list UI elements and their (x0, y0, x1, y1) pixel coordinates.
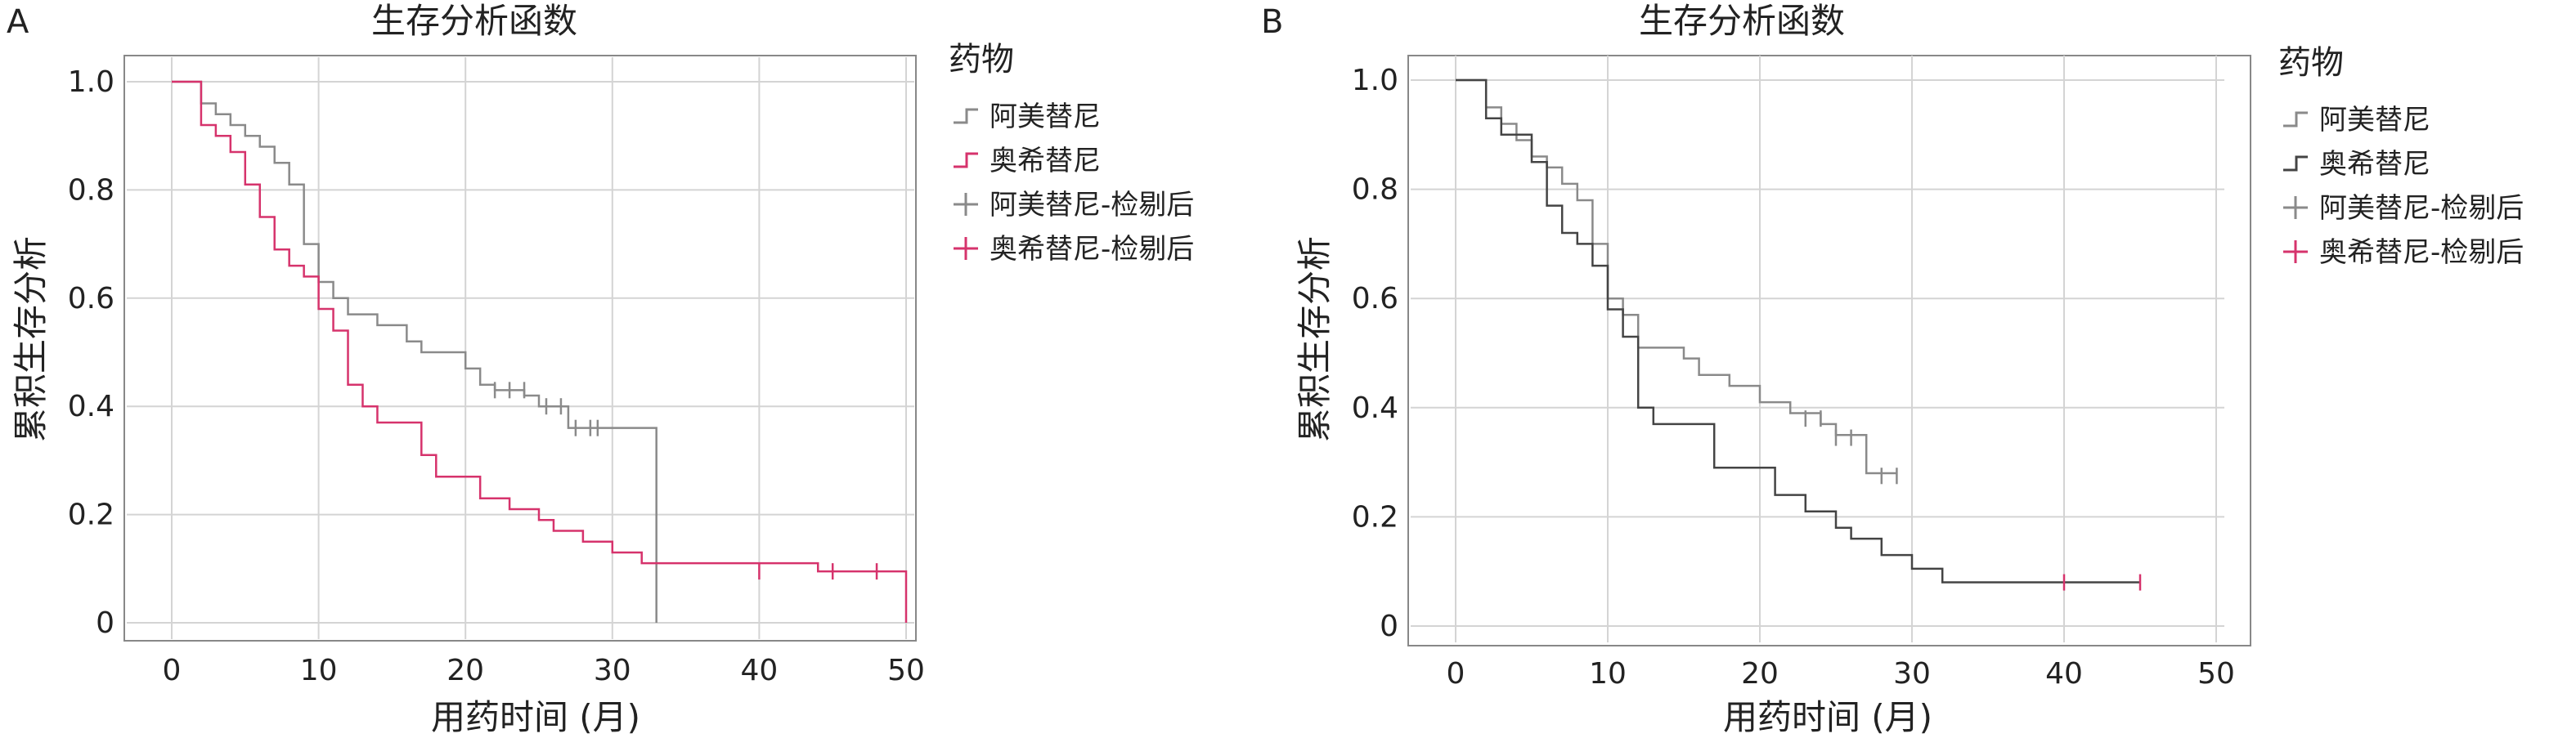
x-tick-label: 40 (740, 654, 778, 687)
y-tick-label: 0.4 (68, 390, 114, 423)
y-tick-label: 1.0 (68, 65, 114, 99)
panel-a-title: 生存分析函数 (371, 1, 577, 41)
y-tick-label: 0.8 (1352, 173, 1398, 207)
survival-curve (1456, 78, 2140, 584)
y-tick-label: 0.4 (1352, 391, 1398, 425)
x-tick-label: 0 (1447, 657, 1465, 691)
y-tick-label: 0.6 (68, 282, 114, 315)
x-tick-label: 20 (447, 654, 484, 687)
panel-b-title: 生存分析函数 (1639, 1, 1845, 41)
panel-a-ticks: 0 10 20 30 40 50 0 0.2 0.4 0.6 0.8 1.0 (68, 65, 925, 687)
panel-b-series (1456, 78, 2142, 591)
panel-b-ticks: 0 10 20 30 40 50 0 0.2 0.4 0.6 0.8 1.0 (1352, 64, 2235, 691)
panel-a-grid (127, 57, 914, 639)
panel-a-ylabel: 累积生存分析 (11, 236, 51, 442)
y-tick-label: 0.2 (68, 499, 114, 532)
x-tick-label: 30 (1893, 657, 1931, 691)
panel-b-ylabel: 累积生存分析 (1295, 236, 1335, 442)
x-tick-label: 50 (887, 654, 925, 687)
legend-label: 阿美替尼 (2319, 104, 2430, 136)
legend-title: 药物 (2278, 44, 2344, 82)
panel-a-plot-area (123, 55, 917, 642)
panel-b-xlabel: 用药时间 (月) (1723, 697, 1932, 737)
x-tick-label: 30 (594, 654, 631, 687)
panel-a-xlabel: 用药时间 (月) (431, 697, 640, 737)
x-tick-label: 0 (163, 654, 182, 687)
panel-b: B 生存分析函数 0 10 20 30 40 50 0 0.2 0.4 0.6 0.8 1.0 用药时… (1261, 1, 2524, 737)
panel-b-letter: B (1261, 3, 1283, 41)
y-tick-label: 0 (96, 606, 114, 640)
y-tick-label: 0.6 (1352, 282, 1398, 315)
legend-label: 奥希替尼 (990, 145, 1101, 177)
legend-label: 奥希替尼-检剔后 (2319, 236, 2524, 269)
y-tick-label: 1.0 (1352, 64, 1398, 97)
x-tick-label: 20 (1741, 657, 1779, 691)
x-tick-label: 10 (300, 654, 338, 687)
legend-step-icon (954, 152, 978, 168)
panel-b-plot-area (1407, 55, 2251, 646)
x-tick-label: 50 (2197, 657, 2235, 691)
panel-a: A 生存分析函数 0 10 20 30 40 50 0 0.2 0.4 0.6 0.8 1.0 用药时… (7, 1, 1194, 737)
legend-label: 阿美替尼-检剔后 (2319, 192, 2524, 225)
legend-step-icon (2283, 155, 2308, 172)
y-tick-label: 0 (1380, 610, 1398, 643)
legend-label: 阿美替尼-检剔后 (990, 189, 1194, 221)
x-tick-label: 40 (2045, 657, 2083, 691)
panel-a-series (172, 80, 908, 623)
legend-label: 奥希替尼-检剔后 (990, 233, 1194, 266)
y-tick-label: 0.8 (68, 173, 114, 207)
legend-label: 阿美替尼 (990, 101, 1101, 133)
x-tick-label: 10 (1589, 657, 1627, 691)
legend-step-icon (954, 108, 978, 124)
survival-curve (172, 80, 908, 623)
panel-a-letter: A (7, 3, 29, 41)
legend-label: 奥希替尼 (2319, 148, 2430, 181)
y-tick-label: 0.2 (1352, 500, 1398, 534)
legend-title: 药物 (949, 41, 1014, 78)
legend-step-icon (2283, 111, 2308, 127)
